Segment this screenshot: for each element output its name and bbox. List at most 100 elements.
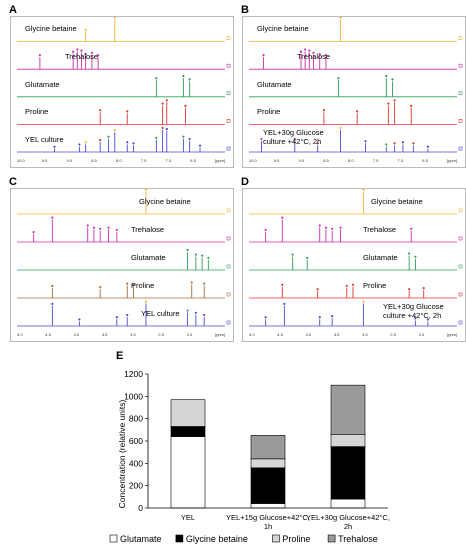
bar-segment-glycine-betaine	[170, 426, 206, 437]
peak-marker	[391, 78, 394, 81]
trace-edge-marker	[458, 146, 463, 151]
legend-entry: Glycine betaine	[186, 534, 248, 544]
bar-segment-proline	[330, 434, 366, 447]
peak-marker	[203, 313, 206, 317]
peak-marker	[283, 302, 286, 305]
bar-segment-proline	[170, 399, 206, 427]
peak-marker	[318, 224, 321, 227]
peak-marker	[99, 138, 102, 142]
ppm-axis-tick: 4.0	[305, 332, 312, 337]
ppm-axis-tick: 3.0	[362, 332, 368, 337]
trace-edge-marker	[226, 91, 231, 96]
peak-marker	[316, 288, 319, 291]
panel-a-letter: A	[9, 4, 17, 16]
trace-label: Trehalose	[65, 52, 99, 62]
peak-marker	[414, 317, 417, 320]
peak-marker	[324, 226, 328, 229]
ppm-axis-tick: [ppm]	[447, 158, 458, 163]
trace-edge-marker	[458, 264, 463, 269]
legend-swatch	[272, 534, 280, 543]
trace-label: Glutamate	[257, 79, 292, 89]
nmr-spectrum-panel-c: Glycine betaine Trehalose Glutamate Proline…	[10, 188, 234, 342]
ppm-axis-tick: 4.5	[45, 332, 51, 337]
peak-marker	[161, 102, 164, 105]
peak-marker	[84, 52, 87, 56]
peak-marker	[364, 140, 367, 143]
peak-marker	[410, 227, 413, 230]
trace-edge-marker	[226, 146, 231, 151]
peak-marker	[99, 227, 102, 230]
trace-label: Trehalose	[363, 224, 397, 234]
ppm-axis-tick: 6.5	[190, 158, 196, 163]
ppm-axis-tick: 5.0	[249, 332, 255, 337]
peak-marker	[362, 189, 365, 191]
peak-marker	[426, 145, 429, 148]
concentration-stacked-bar-chart: 0 200 400 600 800 1000 1200 YEL YEL+15g Glucose+…	[109, 369, 390, 544]
trace-edge-marker	[458, 91, 463, 96]
panel-c-letter: C	[9, 176, 17, 188]
trace-edge-marker	[458, 36, 463, 40]
panel-d-letter: D	[241, 176, 249, 188]
legend-swatch	[109, 534, 118, 543]
trace-edge-marker	[226, 320, 231, 325]
peak-marker	[155, 77, 158, 80]
peak-marker	[86, 224, 89, 227]
trace-label: Proline	[257, 107, 281, 117]
peak-marker	[385, 74, 388, 78]
peak-marker	[90, 51, 93, 54]
legend-swatch	[327, 534, 336, 543]
trace-edge-marker	[458, 236, 463, 241]
ppm-axis-tick: 5.0	[17, 332, 23, 337]
peak-marker	[306, 256, 309, 260]
y-tick-label: 1200	[124, 369, 143, 379]
x-category-label: 2h	[344, 522, 352, 531]
peak-marker	[78, 143, 81, 146]
panel-e-letter: E	[116, 350, 124, 362]
peak-marker	[38, 53, 41, 57]
y-tick-label: 800	[129, 414, 143, 424]
trace-label: YEL culture	[141, 308, 180, 318]
trace-label: Trehalose	[131, 224, 165, 234]
ppm-axis-tick: [ppm]	[215, 158, 226, 163]
peak-marker	[414, 255, 417, 258]
peak-marker	[304, 48, 307, 51]
peak-marker	[132, 142, 135, 145]
trace-label: YEL+30g Glucose culture +42°C, 2h	[263, 128, 324, 147]
trace-edge-marker	[226, 63, 231, 68]
legend-swatch	[175, 534, 184, 543]
peak-marker	[337, 77, 340, 80]
ppm-axis-tick: [ppm]	[215, 332, 226, 337]
peak-marker	[115, 228, 118, 232]
spectrum-traces	[17, 189, 231, 327]
peak-marker	[331, 227, 334, 230]
ppm-axis-tick: 10.0	[17, 158, 25, 163]
spectrum-traces	[17, 17, 231, 153]
peak-marker	[126, 282, 129, 285]
ppm-axis-tick: 9.0	[66, 158, 73, 163]
bar-segment-trehalose	[330, 384, 366, 435]
peak-marker	[410, 104, 413, 107]
nmr-spectrum-panel-a: Glycine betaine Trehalose Glutamate Proline…	[10, 16, 234, 168]
peak-marker	[97, 53, 100, 57]
peak-marker	[426, 318, 429, 321]
trace-edge-marker	[458, 320, 463, 325]
trace-label: Proline	[363, 280, 387, 290]
nmr-spectrum-panel-d: Glycine betaine Trehalose Glutamate Proline…	[242, 188, 466, 342]
trace-label: Glycine betaine	[25, 24, 77, 34]
peak-marker	[51, 284, 54, 288]
y-tick-label: 400	[129, 458, 143, 468]
peak-marker	[53, 145, 56, 148]
trace-label: YEL+30g Glucose culture +42°C, 2h	[383, 302, 444, 320]
peak-marker	[132, 283, 135, 286]
peak-marker	[188, 137, 191, 141]
peak-marker	[318, 52, 321, 56]
legend-entry: Trehalose	[338, 534, 378, 544]
peak-marker	[264, 316, 267, 319]
ppm-axis-tick: 7.5	[372, 158, 379, 163]
trace-edge-marker	[226, 208, 231, 213]
trace-edge-marker	[458, 63, 463, 68]
peak-marker	[324, 53, 328, 57]
peak-marker	[144, 300, 148, 303]
ppm-axis-tick: 3.0	[130, 332, 136, 337]
peak-marker	[362, 300, 365, 303]
